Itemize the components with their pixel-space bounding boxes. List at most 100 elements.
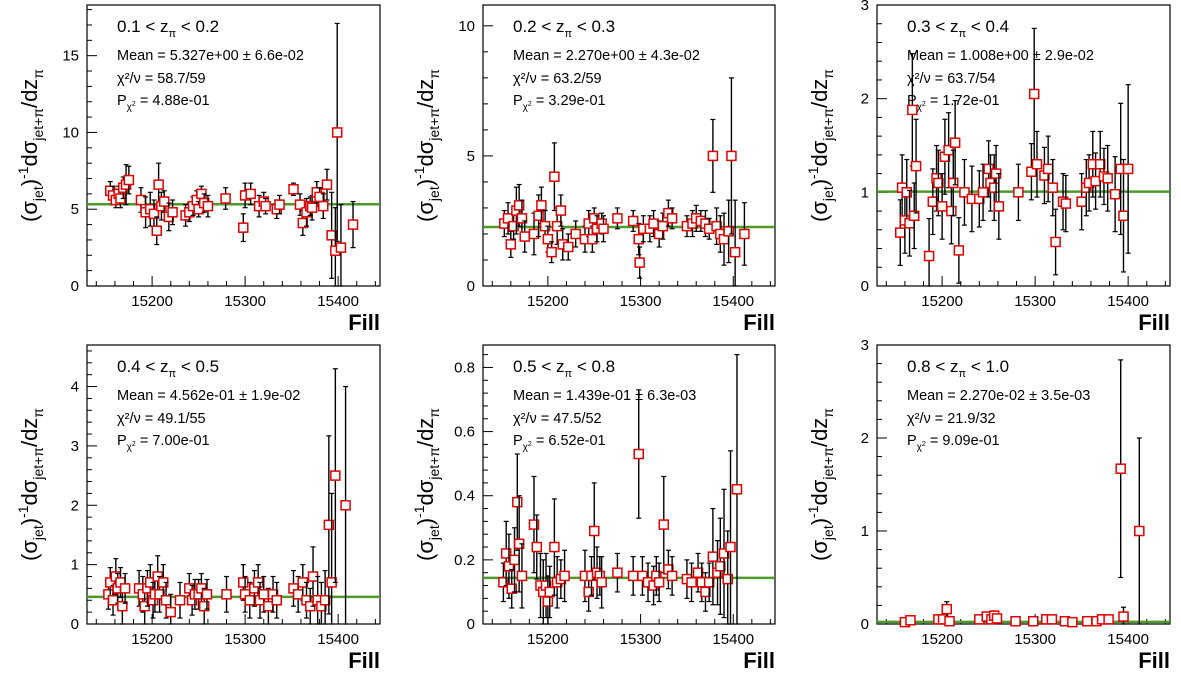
data-point	[1042, 163, 1054, 175]
stat-mean: Mean = 4.562e-01 ± 1.9e-02	[117, 388, 300, 404]
data-point	[318, 200, 329, 212]
data-point	[707, 150, 719, 162]
y-tick-label: 10	[62, 124, 79, 141]
data-point	[666, 570, 678, 582]
data-point	[715, 561, 726, 572]
data-point	[160, 595, 172, 606]
data-point	[154, 589, 165, 600]
panel-range-label: 0.8 < zπ < 1.0	[907, 357, 1009, 380]
data-point	[627, 570, 639, 582]
data-point	[158, 196, 170, 207]
data-point	[739, 228, 750, 240]
data-point	[549, 171, 560, 182]
y-tick-label: 2	[71, 497, 79, 514]
plot-frame	[876, 344, 1171, 625]
y-tick-label: 10	[458, 18, 475, 35]
x-tick-label: 15400	[1107, 293, 1149, 310]
data-point	[184, 583, 195, 594]
data-point	[634, 257, 645, 268]
data-point	[933, 177, 944, 189]
data-point	[148, 208, 160, 220]
data-point	[1122, 163, 1134, 175]
stat-pchi2: Pχ2 = 3.29e-01	[513, 93, 606, 113]
data-point	[901, 187, 913, 198]
plot-frame	[482, 4, 776, 287]
data-point	[258, 589, 269, 600]
data-point	[722, 573, 733, 585]
data-point	[959, 187, 970, 198]
data-point	[509, 554, 520, 566]
y-tick-label: 4	[71, 379, 79, 396]
data-point	[153, 179, 164, 190]
data-point	[907, 104, 918, 116]
data-point	[549, 541, 560, 553]
x-tick-label: 15400	[712, 631, 754, 648]
y-axis-title: (σjet)-1dσjet+π/dzπ	[805, 69, 836, 222]
y-tick-label: 0.6	[454, 424, 475, 441]
data-point	[323, 519, 335, 531]
x-axis-title: Fill	[743, 648, 775, 673]
data-point	[953, 245, 965, 256]
data-point	[905, 615, 916, 626]
y-tick-label: 3	[861, 0, 869, 14]
data-point	[731, 484, 743, 495]
data-point	[908, 210, 920, 221]
panel-range-label: 0.5 < zπ < 0.8	[513, 357, 615, 380]
data-point	[1076, 196, 1087, 207]
data-point	[202, 200, 214, 212]
data-point	[502, 213, 514, 224]
y-axis-title: (σjet)-1dσjet+π/dzπ	[805, 408, 836, 561]
x-tick-label: 15400	[317, 631, 359, 648]
x-tick-label: 15200	[921, 293, 963, 310]
data-point	[627, 215, 639, 227]
stat-mean: Mean = 2.270e-02 ± 3.5e-03	[907, 388, 1090, 404]
data-point	[238, 577, 249, 588]
y-axis-title: (σjet)-1dσjet+π/dzπ	[15, 408, 46, 561]
data-point	[1060, 198, 1072, 209]
data-point	[542, 596, 554, 607]
y-tick-label: 0.8	[454, 359, 475, 376]
data-point	[294, 199, 306, 210]
data-point	[725, 541, 736, 553]
x-axis-title: Fill	[348, 648, 380, 673]
data-point	[1102, 173, 1113, 184]
y-tick-label: 0.4	[454, 488, 475, 505]
plot-frame	[86, 344, 381, 625]
x-axis-title: Fill	[743, 310, 775, 335]
y-tick-label: 0	[467, 278, 475, 295]
data-point	[335, 242, 347, 253]
data-point	[174, 595, 186, 606]
data-point	[531, 541, 543, 553]
y-tick-label: 1	[861, 523, 869, 540]
data-point	[598, 223, 609, 235]
stat-pchi2: Pχ2 = 7.00e-01	[117, 433, 210, 453]
data-point	[117, 600, 128, 612]
stat-mean: Mean = 5.327e+00 ± 6.6e-02	[117, 48, 304, 64]
data-point	[563, 241, 574, 253]
data-point	[500, 548, 512, 559]
data-point	[923, 250, 935, 262]
data-point	[306, 202, 318, 213]
data-point	[991, 613, 1003, 624]
y-tick-label: 0	[71, 616, 79, 633]
y-axis-title: (σjet)-1dσjet+π/dzπ	[411, 408, 442, 561]
data-point	[1028, 615, 1039, 627]
data-point	[707, 551, 719, 562]
data-point	[1046, 614, 1058, 625]
data-point	[513, 200, 525, 211]
data-point	[612, 567, 623, 578]
y-tick-label: 3	[861, 337, 869, 354]
y-tick-label: 0	[467, 616, 475, 633]
data-point	[297, 217, 309, 229]
data-point	[516, 213, 528, 224]
data-point	[319, 595, 331, 606]
data-point	[123, 174, 135, 186]
y-tick-label: 1	[71, 557, 79, 574]
data-point	[326, 230, 337, 241]
panel-range-label: 0.4 < zπ < 0.5	[117, 357, 219, 380]
data-point	[533, 210, 544, 221]
data-point	[1050, 236, 1061, 248]
